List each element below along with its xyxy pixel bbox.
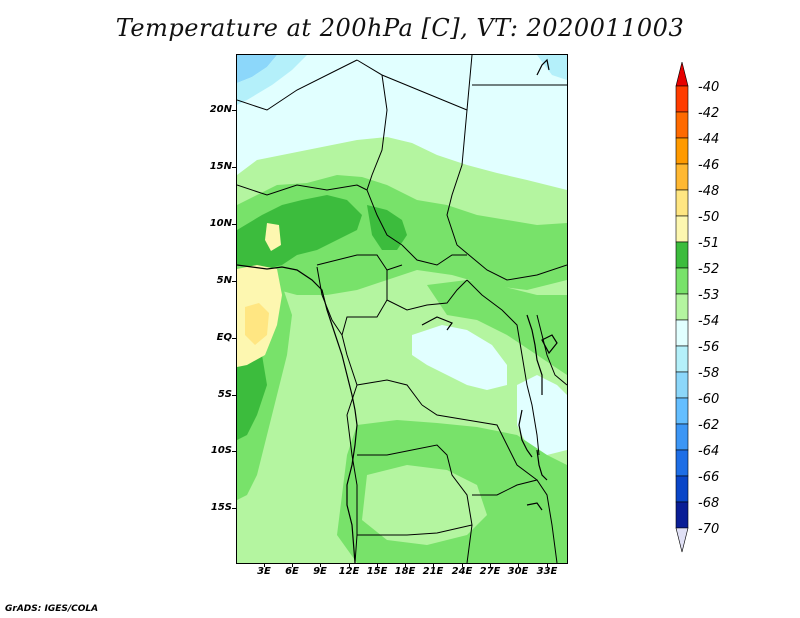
lat-tick [232,224,236,225]
lat-tick [232,338,236,339]
colorbar-label: -56 [698,340,720,355]
fill-yellow-core [245,303,269,345]
fill-pale-cyan-north [237,55,567,205]
credit-text: GrADS: IGES/COLA [5,604,99,614]
lon-tick [547,563,548,567]
map-area [236,54,568,564]
lat-label-eq: EQ [216,332,232,343]
colorbar-segment [675,111,689,139]
lat-tick [232,167,236,168]
lon-tick [433,563,434,567]
colorbar-segment [675,501,689,529]
lat-label-15n: 15N [209,161,232,172]
colorbar-segment [675,163,689,191]
colorbar-label: -64 [698,444,720,459]
fill-pale-cyan-central [412,325,507,390]
colorbar-label: -42 [698,106,720,121]
country-borders [237,55,567,563]
lat-label-10s: 10S [210,445,232,456]
colorbar-label: -58 [698,366,720,381]
lat-tick [232,110,236,111]
lat-tick [232,281,236,282]
fill-pale-yellow-10n [265,223,281,251]
lon-tick [349,563,350,567]
lon-label-18e: 18E [394,566,416,577]
colorbar-label: -52 [698,262,720,277]
lon-tick [490,563,491,567]
colorbar-label: -44 [698,132,720,147]
lon-label-9e: 9E [313,566,327,577]
colorbar-arrow-top [675,62,689,87]
colorbar-segment [675,397,689,425]
lon-label-6e: 6E [285,566,299,577]
colorbar-label: -46 [698,158,720,173]
fill-dark-green-west [237,195,362,269]
fill-light-blue-ne [537,55,567,80]
colorbar-label: -48 [698,184,720,199]
colorbar-label: -51 [698,236,720,251]
lon-label-27e: 27E [479,566,501,577]
lat-tick [232,395,236,396]
colorbar-segment [675,475,689,503]
lon-tick [377,563,378,567]
colorbar-segments [675,62,689,553]
colorbar-segment [675,371,689,399]
colorbar-segment [675,189,689,217]
colorbar-label: -54 [698,314,720,329]
fill-sky-blue-nw [237,55,277,83]
lon-tick [320,563,321,567]
lat-label-15s: 15S [210,502,232,513]
colorbar-label: -60 [698,392,720,407]
colorbar-segment [675,267,689,295]
colorbar-segment [675,449,689,477]
fill-mid-green-east [427,280,567,375]
colorbar-label: -50 [698,210,720,225]
colorbar-segment [675,293,689,321]
colorbar [675,62,689,553]
colorbar-label: -68 [698,496,720,511]
lat-label-5n: 5N [216,275,232,286]
lat-tick [232,508,236,509]
colorbar-label: -66 [698,470,720,485]
colorbar-segment [675,345,689,373]
lon-tick [405,563,406,567]
colorbar-arrow-bottom [675,527,689,553]
fill-light-blue-nw [237,55,307,105]
lon-tick [292,563,293,567]
colorbar-label: -40 [698,80,720,95]
lat-label-20n: 20N [209,104,232,115]
lat-label-5s: 5S [217,389,232,400]
colorbar-label: -62 [698,418,720,433]
colorbar-segment [675,215,689,243]
colorbar-segment [675,137,689,165]
lon-label-3e: 3E [257,566,271,577]
temperature-field [237,55,567,563]
colorbar-label: -70 [698,522,720,537]
lon-label-12e: 12E [338,566,360,577]
lat-tick [232,451,236,452]
lon-label-24e: 24E [451,566,473,577]
lat-label-10n: 10N [209,218,232,229]
lon-label-30e: 30E [507,566,529,577]
lon-tick [462,563,463,567]
lon-label-33e: 33E [536,566,558,577]
fill-dark-green-central [367,205,407,250]
coastlines [237,58,558,563]
colorbar-segment [675,423,689,451]
map-title: Temperature at 200hPa [C], VT: 202001100… [115,14,685,42]
colorbar-segment [675,85,689,113]
lon-tick [518,563,519,567]
lon-label-21e: 21E [422,566,444,577]
colorbar-segment [675,241,689,269]
fill-light-green-south [362,465,487,545]
colorbar-label: -53 [698,288,720,303]
lon-tick [264,563,265,567]
lon-label-15e: 15E [366,566,388,577]
colorbar-segment [675,319,689,347]
